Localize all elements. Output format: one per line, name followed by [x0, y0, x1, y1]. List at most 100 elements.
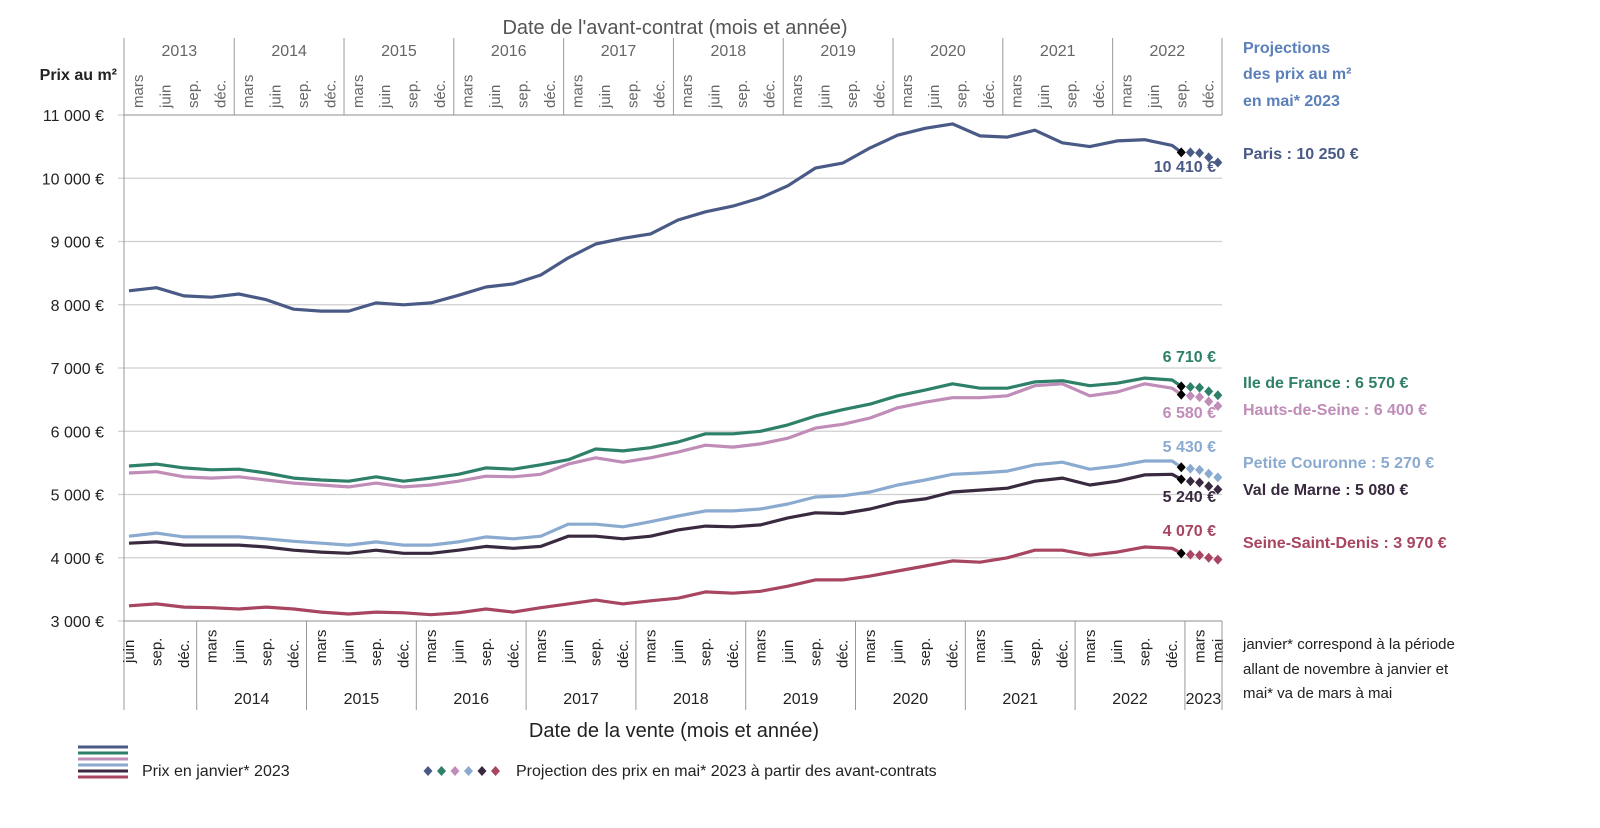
bottom-month-label: déc. — [835, 640, 852, 668]
top-month-label: sep. — [405, 80, 422, 108]
top-month-label: sep. — [514, 80, 531, 108]
series-line-3 — [128, 459, 1183, 547]
bottom-axis-vente: juin sep. déc. mars juin sep. déc. mars juin sep.… — [121, 620, 1227, 710]
series-lines — [128, 122, 1223, 617]
bottom-month-label: mai — [1210, 639, 1227, 663]
top-axis-title: Date de l'avant-contrat (mois et année) — [502, 17, 847, 39]
top-month-label: juin — [487, 85, 504, 109]
y-tick-label: 4 000 € — [51, 551, 104, 568]
bottom-month-label: sep. — [697, 638, 714, 666]
bottom-month-label: mars — [1192, 630, 1209, 663]
y-tick-label: 6 000 € — [51, 424, 104, 441]
projection-diamond — [1185, 381, 1195, 392]
legend-diamond-swatch — [437, 766, 446, 776]
top-month-label: mars — [1118, 75, 1135, 108]
top-month-label: juin — [597, 85, 614, 109]
top-month-label: juin — [267, 85, 284, 109]
bottom-month-label: juin — [999, 640, 1016, 664]
projection-heading: Projections des prix au m² en mai* 2023 — [1243, 40, 1351, 110]
top-month-label: déc. — [213, 80, 230, 108]
projection-diamond — [1213, 400, 1223, 411]
bottom-month-label: juin — [1109, 640, 1126, 664]
projection-diamond — [1204, 552, 1214, 563]
bottom-month-label: déc. — [286, 640, 303, 668]
top-month-label: déc. — [762, 80, 779, 108]
jan-value-label: 5 240 € — [1163, 489, 1216, 506]
bottom-month-label: sep. — [368, 638, 385, 666]
bottom-month-label: déc. — [396, 640, 413, 668]
footnote-line-3: mai* va de mars à mai — [1243, 685, 1392, 702]
bottom-year-label: 2020 — [893, 691, 929, 708]
projection-diamond — [1185, 147, 1195, 158]
bottom-year-label: 2021 — [1002, 691, 1038, 708]
series-line-4 — [128, 472, 1183, 555]
projection-diamond — [1204, 152, 1214, 163]
bottom-month-label: mars — [203, 630, 220, 663]
top-month-label: sep. — [844, 80, 861, 108]
projection-diamond — [1213, 390, 1223, 401]
bottom-month-label: déc. — [176, 640, 193, 668]
projection-diamond — [1195, 464, 1205, 475]
projection-heading-line-2: des prix au m² — [1243, 66, 1351, 83]
y-tick-label: 11 000 € — [43, 108, 104, 125]
bottom-month-label: juin — [450, 640, 467, 664]
top-month-label: sep. — [624, 80, 641, 108]
top-month-label: juin — [158, 85, 175, 109]
legend-lines-label: Prix en janvier* 2023 — [142, 763, 290, 780]
y-tick-label: 8 000 € — [51, 298, 104, 315]
top-year-label: 2013 — [162, 43, 198, 60]
legend: Prix en janvier* 2023 Projection des pri… — [78, 745, 937, 780]
projection-value-label: Val de Marne : 5 080 € — [1243, 482, 1409, 499]
top-month-label: mars — [789, 75, 806, 108]
legend-diamond-swatch — [491, 766, 500, 776]
top-year-label: 2022 — [1150, 43, 1186, 60]
bottom-month-label: juin — [890, 640, 907, 664]
bottom-month-label: sep. — [478, 638, 495, 666]
bottom-year-label: 2019 — [783, 691, 819, 708]
projection-diamond — [1195, 147, 1205, 158]
top-month-label: mars — [460, 75, 477, 108]
bottom-month-label: juin — [560, 640, 577, 664]
bottom-month-label: juin — [670, 640, 687, 664]
y-tick-label: 9 000 € — [51, 235, 104, 252]
y-axis-title: Prix au m² — [40, 67, 117, 84]
projection-diamond — [1204, 396, 1214, 407]
bottom-year-label: 2018 — [673, 691, 709, 708]
top-year-label: 2017 — [601, 43, 637, 60]
projection-diamond — [1204, 386, 1214, 397]
series-line-0 — [128, 122, 1183, 313]
bottom-year-label: 2017 — [563, 691, 599, 708]
bottom-month-label: déc. — [725, 640, 742, 668]
bottom-month-label: mars — [313, 630, 330, 663]
top-year-label: 2019 — [820, 43, 856, 60]
top-axis-avant-contrat: 2013 mars juin sep. déc. 2014 mars juin sep. déc.… — [123, 38, 1223, 116]
top-month-label: déc. — [432, 80, 449, 108]
projection-diamond — [1185, 549, 1195, 560]
footnote-line-1: janvier* correspond à la période — [1242, 636, 1455, 653]
top-year-label: 2016 — [491, 43, 527, 60]
y-tick-label: 3 000 € — [51, 614, 104, 631]
top-month-label: déc. — [871, 80, 888, 108]
top-month-label: juin — [707, 85, 724, 109]
projection-diamond — [1213, 157, 1223, 168]
projection-value-label: Ile de France : 6 570 € — [1243, 375, 1409, 392]
projection-heading-line-3: en mai* 2023 — [1243, 93, 1340, 110]
bottom-year-label: 2015 — [344, 691, 380, 708]
bottom-month-label: juin — [231, 640, 248, 664]
legend-diamond-swatch — [477, 766, 487, 776]
bottom-month-label: déc. — [615, 640, 632, 668]
bottom-month-label: mars — [862, 630, 879, 663]
data-labels: 10 410 € Paris : 10 250 € 6 710 € Ile de Fr… — [1154, 146, 1447, 552]
footnote-line-2: allant de novembre à janvier et — [1243, 661, 1449, 678]
projection-diamond — [1185, 390, 1195, 401]
bottom-year-label: 2016 — [453, 691, 489, 708]
x-axis-title: Date de la vente (mois et année) — [529, 720, 819, 742]
top-month-label: mars — [899, 75, 916, 108]
top-month-label: déc. — [322, 80, 339, 108]
jan-value-label: 5 430 € — [1163, 439, 1216, 456]
legend-diamond-swatch — [464, 766, 473, 776]
bottom-month-label: déc. — [505, 640, 522, 668]
top-month-label: juin — [377, 85, 394, 109]
projection-diamond — [1213, 484, 1223, 495]
bottom-month-label: déc. — [945, 640, 962, 668]
